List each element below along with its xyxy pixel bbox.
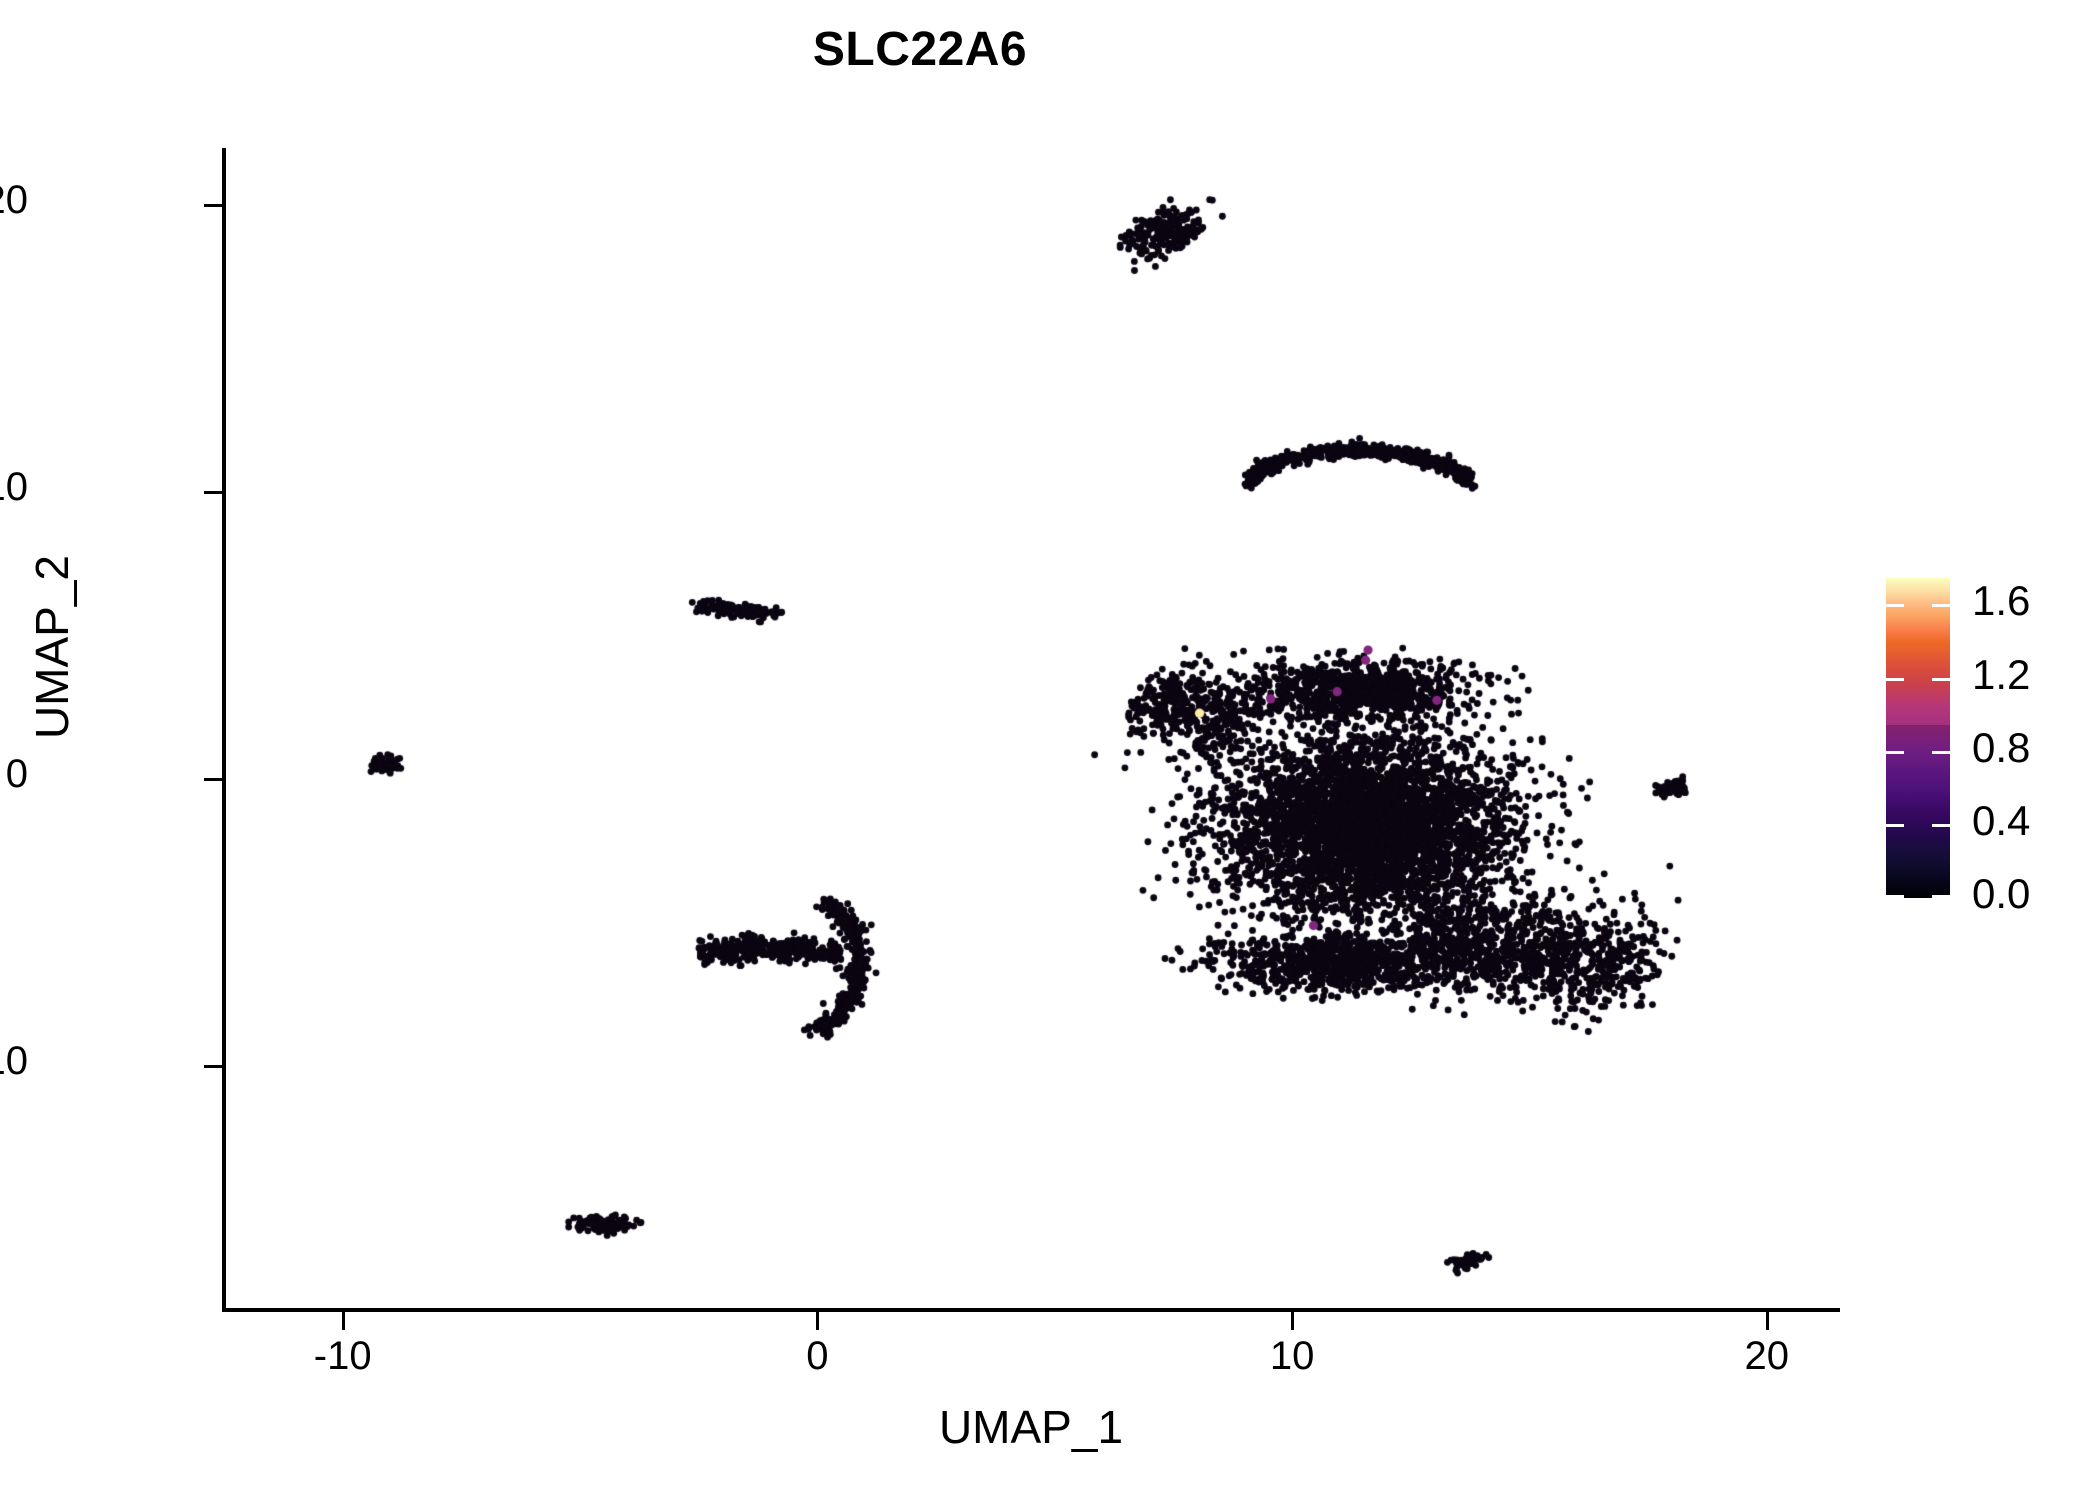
colorbar-tick	[1932, 750, 1950, 754]
colorbar-tick	[1886, 750, 1904, 754]
y-axis-tick	[204, 778, 222, 782]
colorbar-tick	[1886, 895, 1904, 898]
colorbar-tick	[1886, 823, 1904, 827]
y-axis-tick	[204, 204, 222, 208]
colorbar-tick-label: 1.6	[1972, 577, 2031, 625]
x-axis-tick	[816, 1312, 820, 1330]
colorbar-tick	[1932, 895, 1950, 898]
colorbar-tick	[1886, 604, 1904, 608]
x-axis-tick-label: 10	[1269, 1334, 1315, 1378]
colorbar-tick	[1932, 677, 1950, 681]
colorbar-tick	[1886, 677, 1904, 681]
x-axis-tick	[1291, 1312, 1295, 1330]
x-axis-tick	[1765, 1312, 1769, 1330]
colorbar-tick	[1932, 604, 1950, 608]
colorbar-gradient	[1886, 578, 1950, 898]
colorbar-tick	[1932, 823, 1950, 827]
y-axis-title: UMAP_2	[26, 554, 78, 740]
y-axis-tick-label: 0	[5, 752, 28, 797]
colorbar-tick-label: 0.8	[1972, 723, 2031, 771]
y-axis-tick	[204, 1065, 222, 1069]
colorbar-tick-label: 0.0	[1972, 870, 2031, 917]
page-title: SLC22A6	[812, 23, 1028, 76]
y-axis-tick-label: 20	[0, 178, 28, 223]
y-axis-tick-label: -10	[0, 1039, 28, 1084]
scatter-plot-canvas	[224, 148, 1838, 1310]
x-axis-tick-label: 20	[1744, 1334, 1790, 1378]
x-axis-tick	[341, 1312, 345, 1330]
x-axis-title: UMAP_1	[938, 1401, 1124, 1453]
y-axis-tick-label: 10	[0, 465, 28, 510]
plot-panel	[224, 148, 1838, 1310]
y-axis-tick	[204, 491, 222, 495]
colorbar-tick-label: 1.2	[1972, 650, 2031, 698]
colorbar-tick-label: 0.4	[1972, 796, 2031, 844]
x-axis-tick-label: -10	[313, 1334, 372, 1378]
color-legend: 0.0 0.4 0.8 1.2 1.6	[1886, 577, 2076, 917]
y-axis-line	[222, 148, 226, 1312]
x-axis-tick-label: 0	[806, 1334, 829, 1378]
x-axis-line	[222, 1308, 1840, 1312]
